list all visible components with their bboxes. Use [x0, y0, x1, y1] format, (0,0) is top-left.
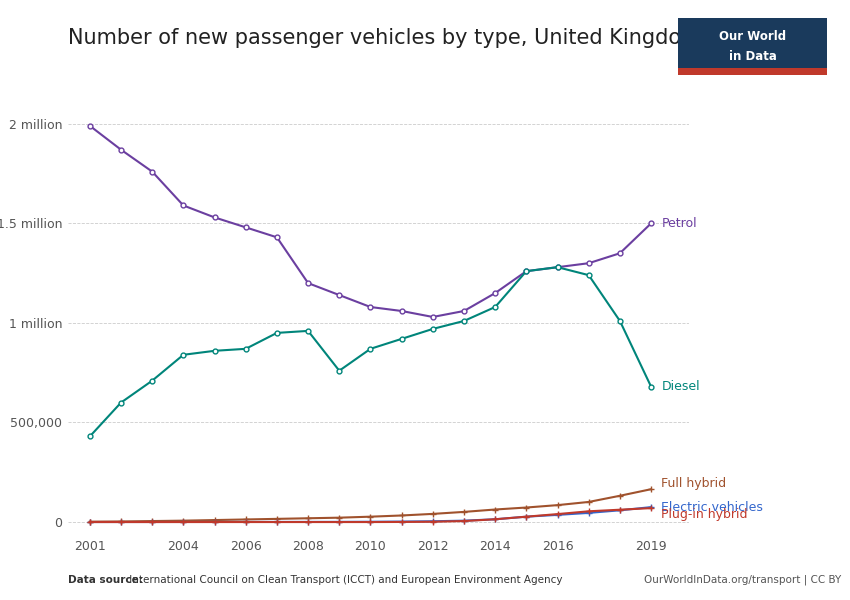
- Text: Plug-in hybrid: Plug-in hybrid: [661, 508, 748, 521]
- Text: OurWorldInData.org/transport | CC BY: OurWorldInData.org/transport | CC BY: [644, 575, 842, 585]
- Text: International Council on Clean Transport (ICCT) and European Environment Agency: International Council on Clean Transport…: [126, 575, 563, 585]
- Text: Petrol: Petrol: [661, 217, 697, 230]
- Text: in Data: in Data: [728, 50, 777, 63]
- Text: Diesel: Diesel: [661, 380, 700, 393]
- Text: Number of new passenger vehicles by type, United Kingdom: Number of new passenger vehicles by type…: [68, 28, 701, 48]
- Text: Our World: Our World: [719, 30, 786, 43]
- Text: Full hybrid: Full hybrid: [661, 476, 727, 490]
- Text: Data source:: Data source:: [68, 575, 143, 585]
- Text: Electric vehicles: Electric vehicles: [661, 500, 763, 514]
